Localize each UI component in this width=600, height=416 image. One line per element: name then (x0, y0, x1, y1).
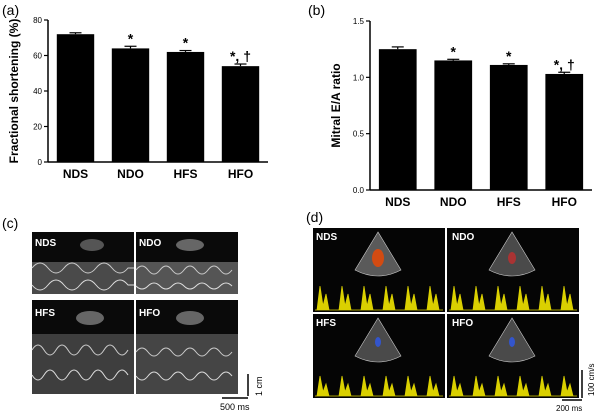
doppler-label-hfs: HFS (316, 318, 336, 329)
bar-hfo (221, 66, 260, 162)
doppler-label-nds: NDS (316, 232, 337, 243)
mmode-label-hfs: HFS (35, 308, 55, 319)
x-tick-label: HFO (228, 167, 253, 181)
bar-hfs (166, 51, 205, 163)
y-tick-label: 80 (33, 16, 42, 25)
mmode-image-ndo: NDO (135, 232, 238, 294)
y-tick-label: 0.0 (353, 186, 365, 195)
x-tick-label: NDS (385, 195, 410, 209)
mmode-images-panel: NDS NDO HFS HFO 1 cm 500 (31, 232, 264, 412)
bar-nds (378, 49, 417, 190)
y-tick-label: 60 (33, 52, 42, 61)
panel-label-b: (b) (308, 2, 325, 18)
doppler-trace (449, 375, 577, 397)
doppler-trace (449, 285, 577, 311)
x-tick-label: NDO (117, 167, 144, 181)
doppler-trace (315, 285, 443, 311)
mmode-scale-x: 500 ms (220, 402, 250, 412)
y-axis-label: Fractional shortening (%) (7, 19, 21, 164)
y-tick-label: 0.5 (353, 130, 365, 139)
significance-mark: *, † (554, 56, 575, 72)
y-tick-label: 40 (33, 87, 42, 96)
significance-mark: * (506, 48, 512, 64)
y-tick-label: 0 (38, 158, 43, 167)
bar-ndo (434, 60, 473, 190)
y-axis-label: Mitral E/A ratio (329, 63, 343, 147)
panel-label-d: (d) (306, 209, 323, 225)
doppler-trace (315, 375, 443, 397)
mmode-label-ndo: NDO (139, 238, 161, 249)
x-tick-label: HFS (497, 195, 521, 209)
mmode-image-hfo: HFO (135, 300, 238, 394)
x-tick-label: NDS (63, 167, 88, 181)
significance-mark: *, † (230, 48, 251, 64)
bar-ndo (111, 48, 150, 162)
bar-nds (56, 34, 95, 163)
mmode-label-hfo: HFO (139, 308, 160, 319)
bar-hfo (545, 73, 584, 190)
panel-label-a: (a) (2, 2, 19, 18)
x-tick-label: HFS (174, 167, 198, 181)
y-tick-label: 1.5 (353, 17, 365, 26)
y-tick-label: 20 (33, 123, 42, 132)
significance-mark: * (128, 30, 134, 46)
mmode-scale-y: 1 cm (254, 376, 264, 396)
chart-b-mitral-ea-ratio: 0.0 0.5 1.0 1.5 Mitral E/A ratio NDS NDO * HFS * H… (329, 17, 592, 209)
significance-mark: * (183, 35, 189, 51)
x-tick-label: NDO (440, 195, 467, 209)
doppler-scale-x: 200 ms (556, 404, 582, 413)
panel-label-c: (c) (2, 215, 18, 231)
bar-hfs (489, 64, 528, 190)
mmode-image-nds: NDS (31, 232, 134, 294)
doppler-images-panel: NDS NDO HFS HFO 100 cm/s 200 ms (313, 228, 596, 413)
doppler-label-ndo: NDO (452, 232, 474, 243)
x-tick-label: HFO (552, 195, 577, 209)
significance-mark: * (451, 43, 457, 59)
doppler-scale-y: 100 cm/s (587, 364, 596, 396)
doppler-label-hfo: HFO (452, 318, 473, 329)
mmode-image-hfs: HFS (31, 300, 134, 394)
chart-a-fractional-shortening: 0 20 40 60 80 Fractional shortening (%) NDS NDO… (7, 16, 268, 181)
doppler-traces (315, 285, 577, 397)
mmode-label-nds: NDS (35, 238, 56, 249)
y-tick-label: 1.0 (353, 73, 365, 82)
